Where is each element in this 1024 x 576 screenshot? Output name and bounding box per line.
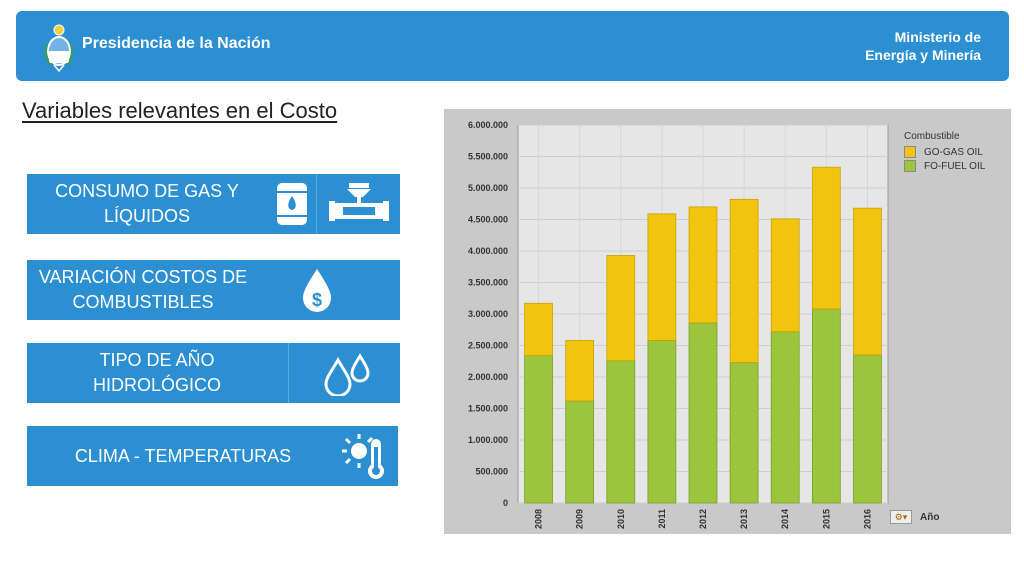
bar-segment-fo-fuel-oil: [565, 400, 595, 504]
x-axis-label: Año: [920, 511, 940, 523]
x-tick-label: 2015: [821, 509, 831, 529]
ministry-line-2: Energía y Minería: [865, 47, 981, 63]
page-title: Variables relevantes en el Costo: [22, 98, 338, 123]
x-tick-label: 2012: [698, 509, 708, 529]
y-tick-label: 500.000: [475, 467, 508, 477]
card-label: CONSUMO DE GAS Y LÍQUIDOS: [55, 181, 239, 226]
bar-segment-go-gas-oil: [729, 198, 759, 363]
y-tick-label: 3.500.000: [468, 278, 508, 288]
y-tick-label: 4.500.000: [468, 215, 508, 225]
stacked-bar-chart: 0 500.000 1.000.000 1.500.000 2.000.000 2.500…: [468, 120, 889, 529]
card-variacion-costos[interactable]: VARIACIÓN COSTOS DE COMBUSTIBLES $: [27, 260, 400, 320]
y-tick-label: 4.000.000: [468, 246, 508, 256]
card-consumo-gas-liquidos[interactable]: CONSUMO DE GAS Y LÍQUIDOS: [27, 174, 400, 234]
header-title: Presidencia de la Nación: [82, 35, 271, 52]
legend-swatch: [904, 160, 916, 172]
x-tick-label: 2016: [862, 509, 872, 529]
bar-segment-fo-fuel-oil: [524, 355, 553, 504]
y-tick-label: 3.000.000: [468, 309, 508, 319]
bar-segment-go-gas-oil: [524, 302, 553, 356]
bar-segment-fo-fuel-oil: [811, 308, 841, 504]
bar-segment-fo-fuel-oil: [770, 331, 800, 504]
water-drops-icon: [307, 343, 387, 403]
x-tick-label: 2010: [616, 509, 626, 529]
legend-swatch: [904, 146, 916, 158]
legend-item-fo-fuel-oil[interactable]: FO-FUEL OIL: [904, 160, 985, 172]
axis-dropdown-button[interactable]: ⚙▾: [890, 510, 912, 524]
bar-segment-fo-fuel-oil: [647, 340, 677, 504]
y-tick-label: 0: [503, 498, 508, 508]
bar-segment-go-gas-oil: [770, 218, 800, 333]
legend-title: Combustible: [904, 131, 960, 142]
bar-segment-fo-fuel-oil: [688, 322, 718, 504]
dollar-drop-icon: $: [287, 260, 347, 320]
y-tick-label: 2.500.000: [468, 341, 508, 351]
sun-thermometer-icon: [335, 426, 395, 486]
axis-selector[interactable]: ⚙▾ Año: [890, 510, 939, 524]
y-tick-label: 5.500.000: [468, 152, 508, 162]
header-bar: Presidencia de la Nación Ministerio de E…: [16, 11, 1009, 81]
card-divider: [316, 174, 317, 234]
card-label: TIPO DE AÑO HIDROLÓGICO: [92, 350, 221, 395]
x-tick-label: 2011: [657, 509, 667, 529]
bar-segment-go-gas-oil: [565, 340, 595, 402]
pipeline-valve-icon: [323, 174, 395, 234]
bar-segment-fo-fuel-oil: [853, 354, 882, 504]
card-label: VARIACIÓN COSTOS DE COMBUSTIBLES: [38, 267, 248, 312]
bar-segment-go-gas-oil: [606, 255, 636, 362]
card-divider: [288, 343, 289, 403]
bar-segment-go-gas-oil: [853, 207, 882, 356]
chart-panel: 0 500.000 1.000.000 1.500.000 2.000.000 2.500…: [444, 109, 1011, 534]
x-tick-label: 2014: [780, 509, 790, 529]
card-tipo-anio-hidrologico[interactable]: TIPO DE AÑO HIDROLÓGICO: [27, 343, 400, 403]
card-label: CLIMA - TEMPERATURAS: [74, 445, 292, 466]
bar-segment-go-gas-oil: [647, 213, 677, 341]
y-tick-label: 5.000.000: [468, 183, 508, 193]
y-tick-label: 6.000.000: [468, 120, 508, 130]
card-clima-temperaturas[interactable]: CLIMA - TEMPERATURAS: [27, 426, 398, 486]
ministry-line-1: Ministerio de: [894, 29, 981, 45]
coat-of-arms-icon: [45, 24, 73, 73]
svg-text:$: $: [312, 290, 322, 310]
ministry-name: Ministerio de Energía y Minería: [865, 28, 981, 64]
y-tick-label: 1.500.000: [468, 404, 508, 414]
x-tick-label: 2009: [575, 509, 585, 529]
bar-segment-fo-fuel-oil: [729, 362, 759, 504]
bar-segment-go-gas-oil: [811, 166, 841, 310]
bar-segment-go-gas-oil: [688, 206, 718, 324]
bar-segment-fo-fuel-oil: [606, 360, 636, 504]
x-tick-label: 2013: [739, 509, 749, 529]
x-tick-label: 2008: [534, 509, 544, 529]
y-tick-label: 2.000.000: [468, 372, 508, 382]
oil-barrel-icon: [267, 174, 317, 234]
legend-item-go-gas-oil[interactable]: GO-GAS OIL: [904, 146, 983, 158]
y-tick-label: 1.000.000: [468, 435, 508, 445]
legend-label: GO-GAS OIL: [924, 146, 983, 158]
legend-label: FO-FUEL OIL: [924, 160, 986, 172]
